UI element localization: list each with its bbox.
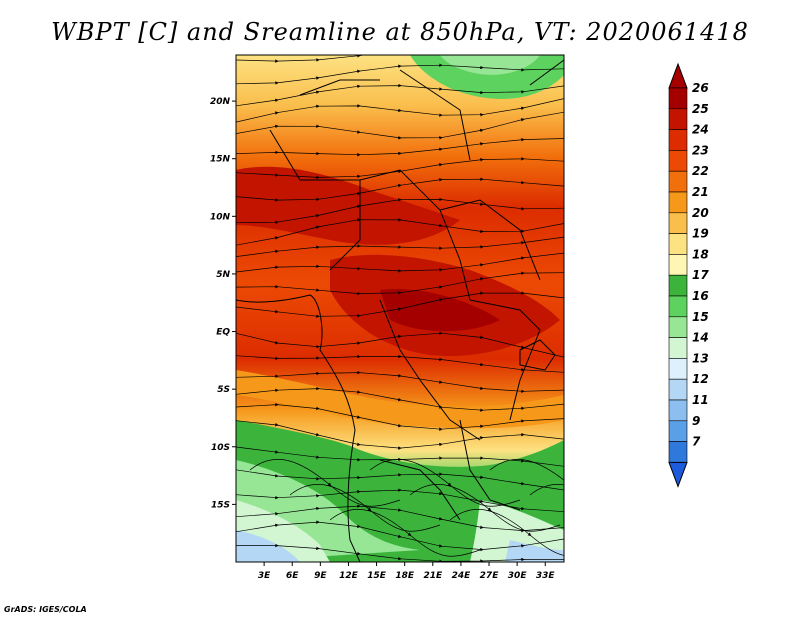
colorbar-swatch bbox=[668, 254, 688, 276]
colorbar-swatch bbox=[668, 129, 688, 151]
x-tick-label: 3E bbox=[258, 571, 271, 581]
colorbar-swatch bbox=[668, 87, 688, 110]
colorbar-swatch bbox=[668, 420, 688, 442]
streamline bbox=[236, 55, 525, 63]
colorbar-swatch bbox=[668, 191, 688, 214]
colorbar-swatch bbox=[668, 316, 688, 338]
colorbar-label: 12 bbox=[692, 372, 709, 386]
y-tick-label: 15S bbox=[211, 500, 230, 510]
colorbar-label: 21 bbox=[692, 185, 709, 199]
map-panel: 3E 6E 9E 12E 15E 18E 21E 24E 27E 30E 33E 20N 15N 10N… bbox=[210, 54, 565, 581]
streamline bbox=[236, 98, 564, 123]
streamline bbox=[236, 354, 564, 373]
x-tick-label: 30E bbox=[508, 571, 528, 581]
colorbar-label: 18 bbox=[692, 247, 709, 261]
colorbar: 26 25 24 23 22 21 20 19 18 17 16 15 14 13 12 11 9 7 bbox=[668, 62, 709, 488]
streamline bbox=[236, 252, 564, 273]
colorbar-swatch bbox=[668, 108, 688, 130]
colorbar-label: 26 bbox=[692, 81, 709, 95]
colorbar-label: 24 bbox=[692, 123, 709, 137]
colorbar-swatch bbox=[668, 337, 688, 359]
colorbar-label: 19 bbox=[692, 227, 709, 241]
x-tick-label: 6E bbox=[286, 571, 299, 581]
colorbar-swatch bbox=[668, 399, 688, 422]
colorbar-swatch bbox=[668, 295, 688, 318]
streamline bbox=[409, 484, 561, 532]
x-tick-label: 12E bbox=[339, 571, 359, 581]
streamline bbox=[236, 218, 564, 246]
colorbar-label: 22 bbox=[692, 164, 709, 178]
y-tick-label: 10N bbox=[210, 212, 231, 222]
colorbar-label: 9 bbox=[692, 414, 700, 428]
streamline bbox=[236, 137, 564, 157]
x-tick-label: 15E bbox=[367, 571, 387, 581]
colorbar-swatch bbox=[668, 274, 688, 297]
colorbar-label: 7 bbox=[692, 435, 701, 449]
streamline bbox=[489, 459, 564, 481]
x-tick-label: 27E bbox=[480, 571, 500, 581]
streamline bbox=[236, 291, 564, 318]
streamline bbox=[289, 484, 441, 532]
colorbar-top-triangle bbox=[668, 62, 688, 89]
colorbar-swatch bbox=[668, 378, 688, 401]
streamline bbox=[236, 63, 564, 85]
map-title: WBPT [C] and Sreamline at 850hPa, VT: 20… bbox=[51, 18, 749, 46]
y-tick-label: 20N bbox=[210, 97, 231, 107]
colorbar-swatch bbox=[668, 170, 688, 193]
streamline bbox=[369, 459, 521, 507]
colorbar-label: 20 bbox=[692, 206, 709, 220]
colorbar-label: 11 bbox=[692, 393, 709, 407]
streamline bbox=[236, 157, 564, 180]
y-tick-label: EQ bbox=[216, 328, 230, 338]
y-axis: 20N 15N 10N 5N EQ 5S 10S 15S bbox=[210, 97, 236, 510]
streamline bbox=[449, 509, 564, 556]
streamline bbox=[236, 236, 564, 257]
y-tick-label: 5N bbox=[216, 270, 230, 280]
x-tick-label: 21E bbox=[423, 571, 443, 581]
colorbar-swatch bbox=[668, 233, 688, 255]
colorbar-swatch bbox=[668, 212, 688, 234]
colorbar-label: 16 bbox=[692, 289, 709, 303]
streamline bbox=[236, 331, 564, 358]
streamline bbox=[236, 83, 564, 107]
colorbar-swatch bbox=[668, 358, 688, 380]
colorbar-label: 17 bbox=[692, 268, 709, 282]
streamline bbox=[329, 509, 481, 557]
x-tick-label: 9E bbox=[314, 571, 327, 581]
streamline bbox=[236, 469, 564, 491]
colorbar-label: 13 bbox=[692, 351, 709, 365]
colorbar-label: 14 bbox=[692, 331, 709, 345]
grads-credit: GrADS: IGES/COLA bbox=[4, 605, 87, 614]
colorbar-swatch bbox=[668, 441, 688, 463]
colorbar-label: 23 bbox=[692, 143, 709, 157]
y-tick-label: 5S bbox=[217, 385, 230, 395]
colorbar-label: 15 bbox=[692, 310, 709, 324]
streamlines bbox=[236, 55, 564, 562]
y-tick-label: 15N bbox=[210, 155, 231, 165]
colorbar-bottom-triangle bbox=[668, 461, 688, 488]
map-frame bbox=[235, 54, 565, 563]
colorbar-label: 25 bbox=[692, 102, 709, 116]
colorbar-swatch bbox=[668, 150, 688, 172]
x-tick-label: 18E bbox=[395, 571, 415, 581]
x-tick-label: 33E bbox=[536, 571, 556, 581]
streamline bbox=[236, 420, 564, 450]
streamline bbox=[249, 459, 401, 507]
streamline bbox=[529, 484, 564, 496]
streamline bbox=[236, 543, 564, 562]
streamline bbox=[236, 111, 564, 140]
x-tick-label: 24E bbox=[452, 571, 472, 581]
y-tick-label: 10S bbox=[211, 443, 230, 453]
x-axis: 3E 6E 9E 12E 15E 18E 21E 24E 27E 30E 33E bbox=[258, 562, 556, 581]
